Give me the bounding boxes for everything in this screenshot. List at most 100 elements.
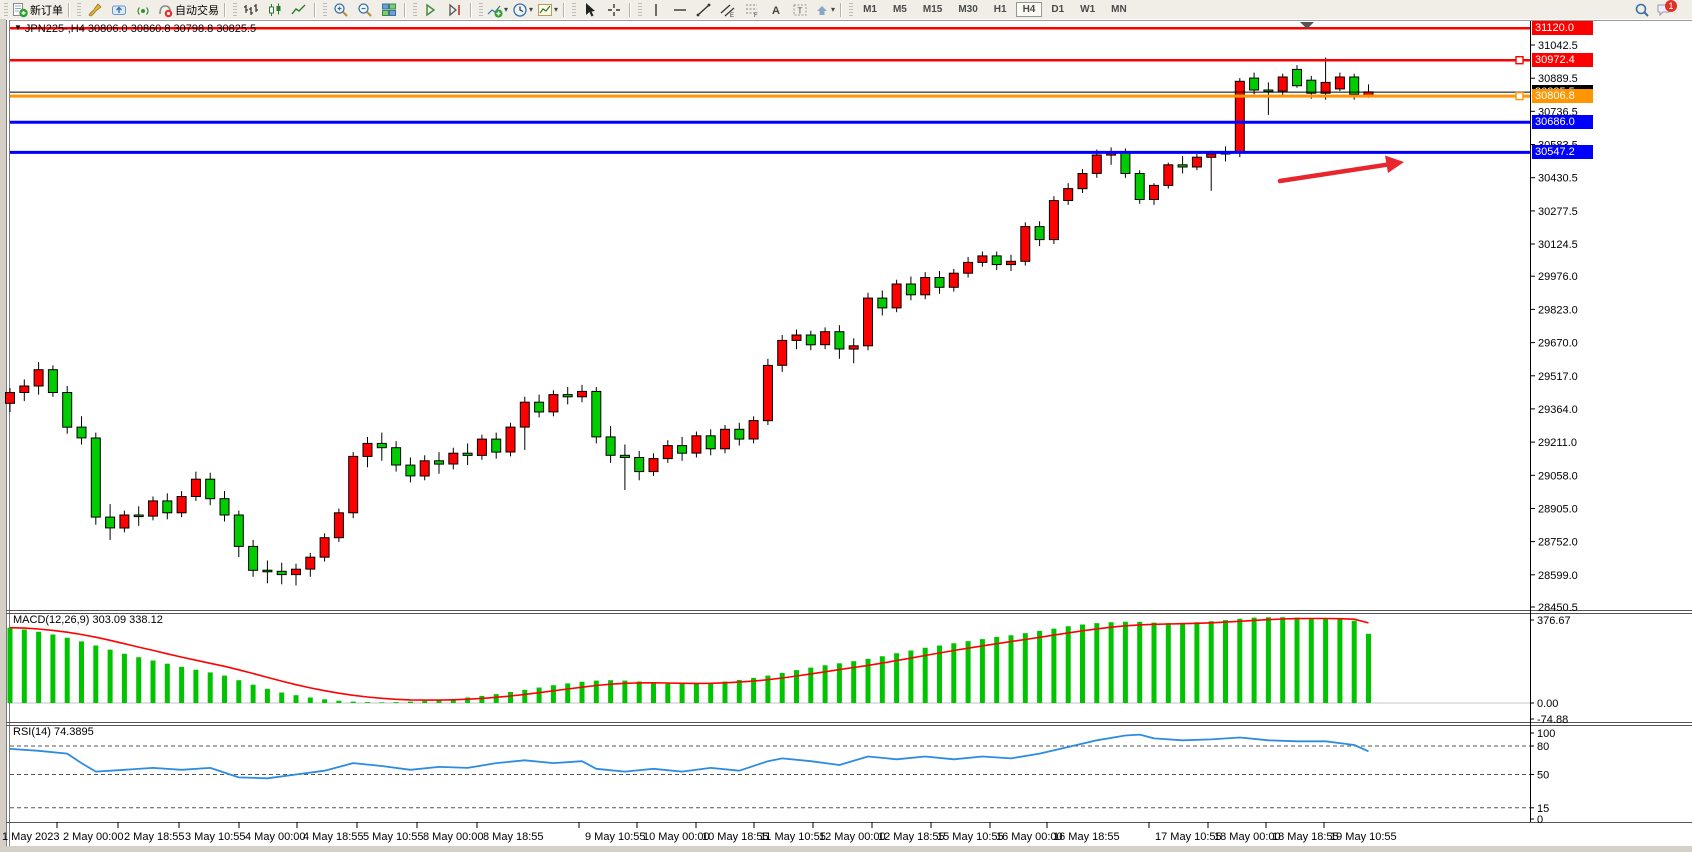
styler-button[interactable] (83, 1, 107, 18)
candle (105, 504, 116, 540)
chart-shift-marker[interactable] (1300, 22, 1314, 29)
new-order-button[interactable]: 新订单 (10, 1, 65, 18)
price-tick-label: 28599.0 (1538, 570, 1578, 582)
candle (376, 432, 387, 461)
cursor-button[interactable] (578, 1, 602, 18)
macd-indicator-label: MACD(12,26,9) 303.09 338.12 (13, 614, 163, 626)
annotation-arrow[interactable] (1277, 155, 1404, 184)
candle (47, 365, 58, 397)
price-tick-label: 30124.5 (1538, 239, 1578, 251)
candle (348, 452, 359, 519)
candle-chart-button[interactable] (263, 1, 287, 18)
trendline-button[interactable] (692, 1, 716, 18)
candle (519, 396, 530, 450)
candle (805, 330, 816, 351)
chart-shift-button[interactable] (443, 1, 467, 18)
rsi-axis-label: 15 (1537, 803, 1549, 815)
time-tick-label: 2 May 00:00 (63, 831, 124, 843)
timeframe-m1-button[interactable]: M1 (863, 4, 877, 15)
text-button[interactable]: A (764, 1, 788, 18)
publish-button[interactable] (107, 1, 131, 18)
neworder-icon (13, 2, 28, 17)
pane-separator[interactable] (6, 613, 1692, 614)
timeframe-m5-button[interactable]: M5 (892, 4, 907, 15)
autotrading-button[interactable]: 自动交易 (155, 1, 221, 18)
time-tick-label: 12 May 00:00 (819, 831, 886, 843)
chat-button[interactable]: 1 (1654, 0, 1686, 18)
timeframe-mn-button[interactable]: MN (1111, 4, 1127, 15)
line-chart-button[interactable] (287, 1, 311, 18)
tile-windows-button[interactable] (377, 1, 401, 18)
periods-button[interactable]: ▾ (510, 1, 535, 18)
horizontal-line-button[interactable] (668, 1, 692, 18)
timeframe-m15-button[interactable]: M15 (922, 4, 943, 15)
autoscroll-icon (426, 3, 436, 16)
price-tick-label: 29364.0 (1538, 404, 1578, 416)
candle (248, 539, 259, 577)
symbol-collapse-icon[interactable]: ▼ (14, 23, 22, 32)
time-tick-label: 3 May 10:55 (185, 831, 246, 843)
dropdown-arrow-icon[interactable]: ▾ (504, 5, 509, 14)
pane-separator[interactable] (6, 722, 1692, 723)
search-button[interactable] (1630, 1, 1654, 18)
indicators-button[interactable]: ▾ (485, 1, 510, 18)
zoom-out-button[interactable] (353, 1, 377, 18)
candle (176, 491, 187, 518)
template-icon (538, 3, 553, 16)
bar-chart-button[interactable] (239, 1, 263, 18)
timeframe-h4-button[interactable]: H4 (1015, 2, 1043, 17)
crosshair-button[interactable] (602, 1, 626, 18)
timeframe-m30-button[interactable]: M30 (958, 4, 978, 15)
timeframe-w1-button[interactable]: W1 (1080, 4, 1096, 15)
candle (762, 358, 773, 425)
auto-scroll-button[interactable] (419, 1, 443, 18)
candle (1334, 72, 1345, 92)
price-tick-label: 29976.0 (1538, 271, 1578, 283)
templates-button[interactable]: ▾ (535, 1, 560, 18)
timeframe-d1-button[interactable]: D1 (1051, 4, 1065, 15)
toolbar-separator (404, 2, 406, 17)
dropdown-arrow-icon[interactable]: ▾ (831, 5, 836, 14)
support-line-30806-label: 30806.8 (1532, 89, 1593, 104)
vertical-line-button[interactable] (644, 1, 668, 18)
dropdown-arrow-icon[interactable]: ▾ (529, 5, 534, 14)
dropdown-arrow-icon[interactable]: ▾ (554, 5, 559, 14)
candle (1091, 149, 1102, 178)
search-icon (1635, 3, 1649, 17)
channel-button[interactable]: E (716, 1, 740, 18)
rsi-axis-label: 100 (1537, 728, 1555, 740)
time-tick-label: 8 May 18:55 (483, 831, 544, 843)
candle (33, 362, 44, 395)
textA-icon: A (772, 5, 780, 17)
macd-axis-label: -74.88 (1537, 714, 1568, 726)
styler-icon (88, 2, 102, 16)
candle (920, 272, 931, 300)
pane-separator[interactable] (6, 725, 1692, 726)
label-button[interactable]: T (788, 1, 812, 18)
candle (333, 508, 344, 543)
toolbar-grip (849, 3, 854, 16)
time-tick-label: 4 May 00:00 (245, 831, 306, 843)
timeframe-h1-button[interactable]: H1 (993, 4, 1007, 15)
signals-button[interactable] (131, 1, 155, 18)
pane-separator[interactable] (6, 610, 1692, 611)
resistance-line-30972-handle[interactable] (1515, 56, 1524, 65)
candle (1063, 183, 1074, 205)
zoom-in-button[interactable] (329, 1, 353, 18)
candle (591, 387, 602, 444)
time-tick-label: 18 May 18:55 (1272, 831, 1339, 843)
rsi-line (9, 733, 1369, 780)
time-tick-label: 4 May 18:55 (303, 831, 364, 843)
candle (548, 390, 559, 417)
arrows-button[interactable]: ▾ (812, 1, 837, 18)
autotrading-button-label: 自动交易 (175, 4, 219, 17)
time-tick-label: 10 May 18:55 (702, 831, 769, 843)
time-tick-label: 1 May 2023 (2, 831, 59, 843)
candle (162, 493, 173, 520)
candle (562, 387, 573, 405)
fibonacci-button[interactable]: F (740, 1, 764, 18)
support-line-30806-handle[interactable] (1515, 91, 1524, 101)
candle (462, 443, 473, 466)
